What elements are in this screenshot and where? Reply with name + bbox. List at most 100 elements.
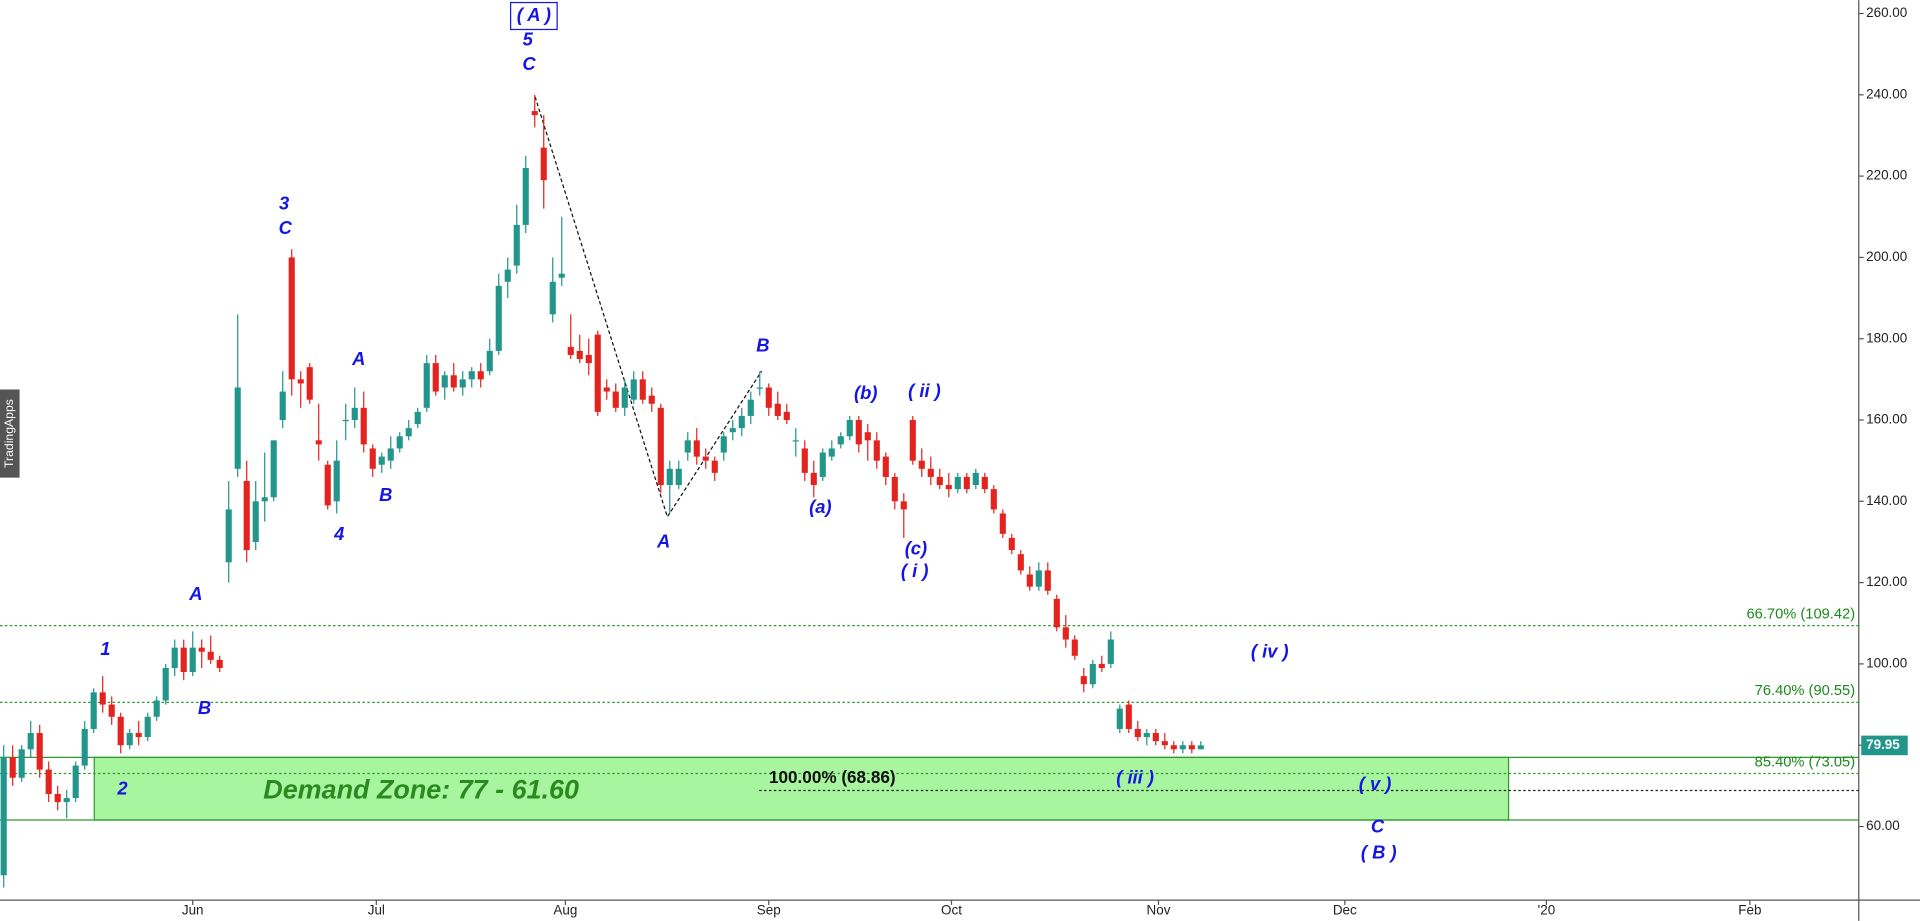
- candle-body: [864, 432, 871, 441]
- candle-body: [801, 448, 808, 473]
- candle-body: [765, 387, 772, 408]
- wave-label: 3: [279, 192, 289, 213]
- wave-label: 2: [116, 778, 128, 799]
- candle-body: [675, 468, 682, 486]
- y-tick-label: 60.00: [1866, 818, 1900, 833]
- x-tick-label: Sep: [757, 903, 781, 918]
- x-tick-label: Jul: [368, 903, 385, 918]
- wave-label: ( iii ): [1116, 767, 1154, 788]
- candle-body: [666, 468, 673, 486]
- candle-body: [981, 476, 988, 490]
- candle-body: [972, 472, 979, 486]
- candle-body: [45, 769, 52, 794]
- candle-body: [414, 411, 421, 425]
- wave-label: B: [198, 697, 211, 718]
- candle-body: [27, 733, 34, 750]
- candle-body: [567, 346, 574, 355]
- candle-body: [540, 147, 547, 181]
- candle-body: [1197, 745, 1204, 750]
- candle-body: [1080, 676, 1087, 685]
- x-tick-label: Nov: [1147, 903, 1171, 918]
- candle-body: [1188, 745, 1195, 750]
- candle-body: [495, 285, 502, 351]
- candle-body: [1053, 598, 1060, 628]
- candle-body: [288, 257, 295, 380]
- candle-body: [1161, 741, 1168, 746]
- fib-label: 85.40% (73.05): [1755, 754, 1855, 770]
- candle-body: [252, 501, 259, 542]
- candle-body: [99, 692, 106, 705]
- candle-body: [855, 420, 862, 445]
- candle-body: [477, 371, 484, 380]
- y-tick-label: 180.00: [1866, 330, 1907, 345]
- x-tick-label: Feb: [1738, 903, 1761, 918]
- candle-body: [846, 420, 853, 437]
- candle-body: [594, 334, 601, 412]
- candle-body: [162, 667, 169, 701]
- candle-body: [1017, 554, 1024, 571]
- candle-body: [585, 354, 592, 364]
- candle-body: [63, 798, 70, 803]
- candle-body: [909, 420, 916, 461]
- candle-body: [936, 476, 943, 486]
- wave-label: ( ii ): [908, 380, 941, 401]
- candle-body: [810, 472, 817, 486]
- candle-body: [450, 375, 457, 388]
- candle-body: [270, 440, 277, 498]
- candle-body: [441, 375, 448, 388]
- candle-body: [1179, 745, 1186, 750]
- candle-body: [1035, 570, 1042, 587]
- candle-body: [153, 700, 160, 717]
- candle-body: [693, 440, 700, 457]
- wave-label: ( iv ): [1251, 641, 1289, 662]
- candle-body: [891, 476, 898, 502]
- wave-label: ( B ): [1361, 841, 1397, 862]
- candle-body: [135, 733, 142, 738]
- y-tick-label: 240.00: [1866, 86, 1907, 101]
- candle-body: [747, 399, 754, 416]
- wave-label: 1: [100, 638, 110, 659]
- y-tick-label: 120.00: [1866, 574, 1907, 589]
- candle-body: [396, 436, 403, 449]
- candle-body: [36, 733, 43, 770]
- candle-body: [639, 379, 646, 400]
- candle-body: [522, 167, 529, 225]
- candle-body: [405, 428, 412, 437]
- wave-label: (a): [809, 496, 831, 517]
- candle-body: [837, 436, 844, 445]
- candle-body: [630, 379, 637, 400]
- candle-body: [1098, 663, 1105, 668]
- candle-body: [657, 407, 664, 486]
- candle-body: [1044, 570, 1051, 591]
- y-tick-label: 100.00: [1866, 655, 1907, 670]
- candle-body: [81, 728, 88, 766]
- candle-body: [648, 395, 655, 404]
- candle-body: [720, 436, 727, 453]
- last-price-label: 79.95: [1866, 737, 1900, 752]
- candle-body: [792, 440, 799, 442]
- candle-body: [378, 456, 385, 465]
- candle-body: [576, 350, 583, 360]
- candle-body: [297, 379, 304, 384]
- candle-body: [279, 391, 286, 421]
- candle-body: [1170, 745, 1177, 750]
- candle-body: [513, 224, 520, 266]
- candle-body: [900, 501, 907, 510]
- candle-body: [783, 411, 790, 421]
- candle-body: [306, 367, 313, 400]
- candle-body: [1026, 574, 1033, 587]
- candle-body: [1008, 537, 1015, 551]
- candle-body: [0, 757, 7, 876]
- candle-body: [774, 403, 781, 416]
- candle-body: [198, 647, 205, 652]
- candle-body: [486, 350, 493, 372]
- wave-label: ( A ): [517, 4, 551, 25]
- candle-body: [180, 647, 187, 673]
- y-tick-label: 260.00: [1866, 5, 1907, 20]
- candle-body: [729, 428, 736, 433]
- candle-body: [144, 716, 151, 738]
- candle-body: [1071, 639, 1078, 656]
- candle-body: [234, 387, 241, 469]
- wave-label: A: [351, 348, 365, 369]
- candle-body: [315, 440, 322, 445]
